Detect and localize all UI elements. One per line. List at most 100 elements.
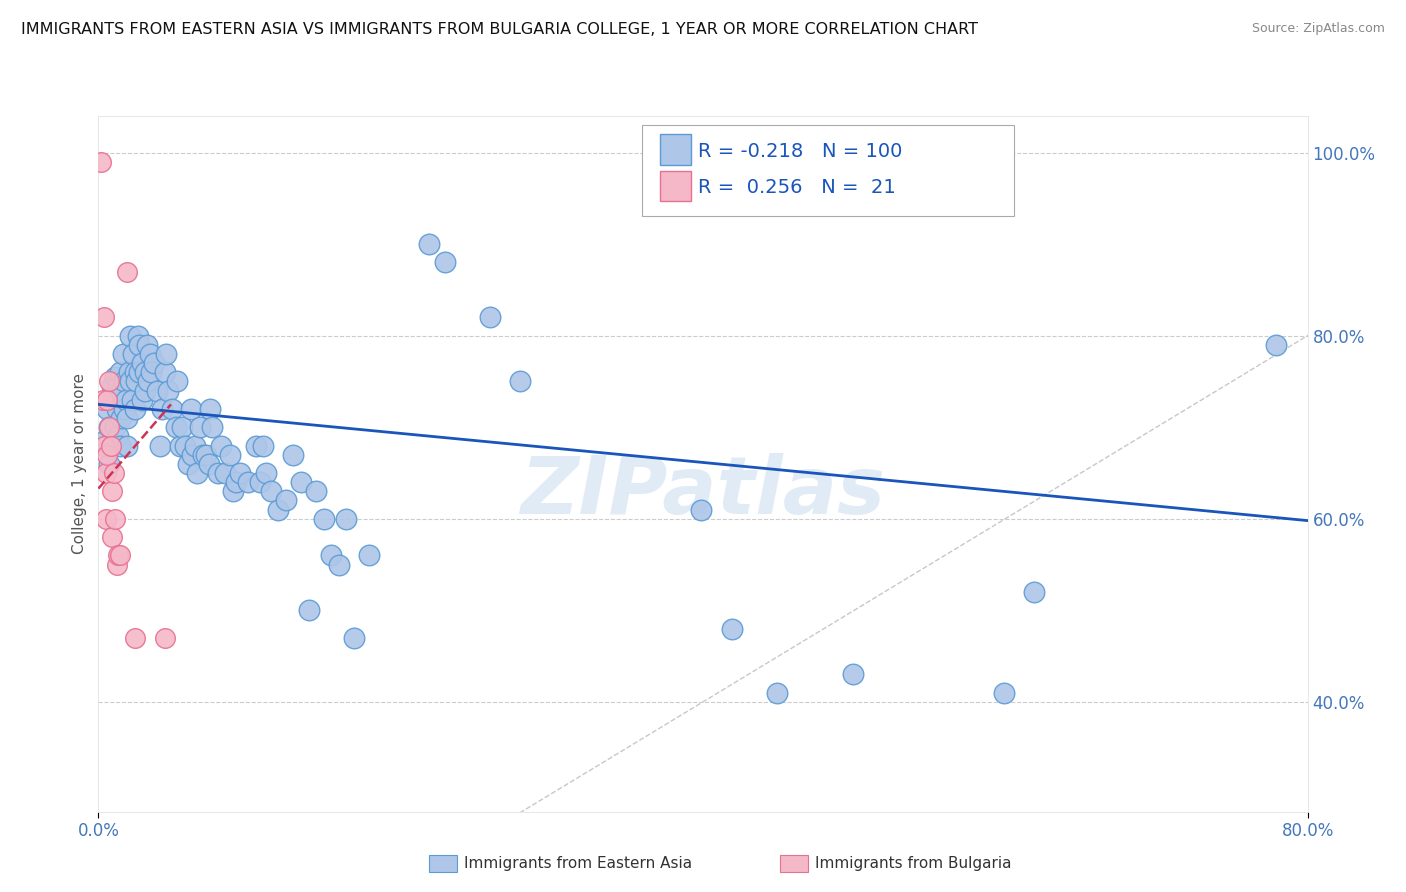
Point xyxy=(101,438,124,452)
Point xyxy=(128,338,150,352)
Point xyxy=(165,420,187,434)
Point xyxy=(188,420,211,434)
Point xyxy=(98,420,121,434)
Point xyxy=(112,401,135,416)
Point xyxy=(96,401,118,416)
Point xyxy=(153,365,176,379)
Point xyxy=(115,411,138,425)
Point xyxy=(766,686,789,700)
Point xyxy=(103,466,125,480)
Point xyxy=(111,347,134,361)
Point xyxy=(1264,338,1286,352)
Point xyxy=(184,438,207,452)
Point xyxy=(125,375,148,389)
Point xyxy=(98,457,121,471)
Point xyxy=(993,686,1015,700)
Point xyxy=(134,384,156,398)
Text: R =  0.256   N =  21: R = 0.256 N = 21 xyxy=(697,178,896,197)
Point xyxy=(176,457,198,471)
Point xyxy=(134,365,156,379)
Text: ZIPatlas: ZIPatlas xyxy=(520,452,886,531)
Point xyxy=(105,558,128,572)
Point xyxy=(841,667,863,681)
Point xyxy=(100,438,122,452)
Y-axis label: College, 1 year or more: College, 1 year or more xyxy=(72,374,87,554)
Point xyxy=(162,401,184,416)
Point xyxy=(236,475,259,490)
Point xyxy=(115,264,138,278)
Point xyxy=(245,438,267,452)
Point xyxy=(90,154,112,169)
Point xyxy=(720,622,742,636)
Point xyxy=(131,392,153,407)
Point xyxy=(149,438,172,452)
Point xyxy=(122,347,145,361)
Point xyxy=(478,310,501,325)
Point xyxy=(91,392,114,407)
Point xyxy=(343,631,366,645)
Point xyxy=(166,375,188,389)
Text: IMMIGRANTS FROM EASTERN ASIA VS IMMIGRANTS FROM BULGARIA COLLEGE, 1 YEAR OR MORE: IMMIGRANTS FROM EASTERN ASIA VS IMMIGRAN… xyxy=(21,22,979,37)
Point xyxy=(108,549,131,563)
Text: Immigrants from Bulgaria: Immigrants from Bulgaria xyxy=(815,856,1012,871)
Point xyxy=(197,457,219,471)
Point xyxy=(509,375,531,389)
Point xyxy=(131,356,153,370)
Point xyxy=(321,549,343,563)
Point xyxy=(118,365,141,379)
Point xyxy=(180,401,202,416)
Point xyxy=(110,384,132,398)
Point xyxy=(98,375,121,389)
Text: Immigrants from Eastern Asia: Immigrants from Eastern Asia xyxy=(464,856,692,871)
Point xyxy=(104,420,127,434)
Point xyxy=(121,392,143,407)
Point xyxy=(328,558,350,572)
Point xyxy=(124,365,146,379)
Point xyxy=(1022,585,1045,599)
Point xyxy=(169,438,191,452)
Point xyxy=(201,420,224,434)
Point xyxy=(283,448,305,462)
Point xyxy=(112,375,135,389)
Point xyxy=(128,365,150,379)
Point xyxy=(135,338,157,352)
Point xyxy=(222,484,245,499)
Point xyxy=(98,420,121,434)
Point xyxy=(93,438,115,452)
Point xyxy=(104,512,127,526)
Point xyxy=(274,493,297,508)
Point xyxy=(105,401,128,416)
Point xyxy=(120,375,142,389)
Point xyxy=(219,448,242,462)
Point xyxy=(225,475,247,490)
Point xyxy=(312,512,335,526)
Point xyxy=(267,502,290,516)
Point xyxy=(143,356,166,370)
Point xyxy=(357,549,380,563)
Point xyxy=(173,438,195,452)
Point xyxy=(124,631,146,645)
Point xyxy=(290,475,312,490)
Point xyxy=(305,484,328,499)
Point xyxy=(93,310,115,325)
Point xyxy=(194,448,217,462)
Point xyxy=(229,466,252,480)
Text: R = -0.218   N = 100: R = -0.218 N = 100 xyxy=(697,142,903,161)
Point xyxy=(150,401,173,416)
Point xyxy=(335,512,357,526)
Point xyxy=(146,384,169,398)
Point xyxy=(104,369,127,384)
Point xyxy=(297,603,319,617)
Point xyxy=(101,379,124,393)
Point xyxy=(110,411,132,425)
Point xyxy=(107,379,129,393)
Point xyxy=(114,392,136,407)
Text: Source: ZipAtlas.com: Source: ZipAtlas.com xyxy=(1251,22,1385,36)
Point xyxy=(209,438,232,452)
Point xyxy=(124,401,146,416)
Point xyxy=(94,466,117,480)
Point xyxy=(139,347,162,361)
Point xyxy=(249,475,271,490)
Point xyxy=(418,237,440,252)
Point xyxy=(433,255,456,269)
